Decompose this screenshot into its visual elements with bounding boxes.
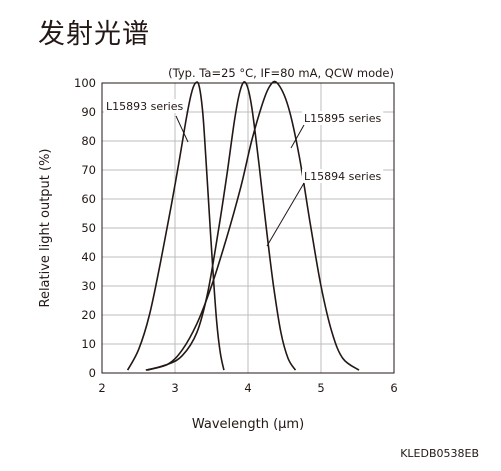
y-tick-label: 60 <box>81 192 96 206</box>
plot-frame <box>101 82 395 374</box>
y-tick-label: 20 <box>81 308 96 322</box>
y-tick-label: 70 <box>81 163 96 177</box>
series-line-l15893 <box>126 81 225 371</box>
page-title: 发射光谱 <box>38 19 150 50</box>
series-line-l15895 <box>147 81 297 371</box>
annotation-label-l15894: L15894 series <box>304 170 381 183</box>
y-tick-label: 80 <box>81 134 96 148</box>
y-tick-label: 40 <box>81 250 96 264</box>
x-axis-label: Wavelength (μm) <box>192 417 304 432</box>
series-line-l15894 <box>145 80 360 371</box>
y-tick-label: 30 <box>81 279 96 293</box>
x-tick-label: 5 <box>317 381 324 395</box>
y-axis-label: Relative light output (%) <box>38 148 53 307</box>
annotation-leader-l15894 <box>266 182 305 247</box>
x-tick-label: 6 <box>390 381 397 395</box>
annotation-label-l15895: L15895 series <box>304 112 381 125</box>
annotation-leader-l15895 <box>290 124 305 149</box>
x-tick-label: 4 <box>244 381 251 395</box>
series-layer <box>126 80 360 371</box>
annotation-backdrop <box>302 111 384 125</box>
condition-note: (Typ. Ta=25 °C, IF=80 mA, QCW mode) <box>168 66 394 80</box>
y-tick-label: 50 <box>81 221 96 235</box>
y-tick-label: 90 <box>81 105 96 119</box>
x-tick-label: 3 <box>171 381 178 395</box>
tick-layer: 0 10 20 30 40 50 60 70 80 90 100 2 3 4 5 6 <box>74 76 398 395</box>
x-tick-label: 2 <box>98 381 105 395</box>
y-tick-label: 10 <box>81 337 96 351</box>
annotation-layer: L15893 series L15895 series L15894 series <box>104 99 384 247</box>
annotation-backdrop <box>104 99 186 113</box>
y-tick-label: 0 <box>89 366 96 380</box>
annotation-leader-l15893 <box>175 115 189 143</box>
annotation-label-l15893: L15893 series <box>106 100 183 113</box>
y-tick-label: 100 <box>74 76 96 90</box>
document-code: KLEDB0538EB <box>400 447 479 460</box>
annotation-backdrop <box>302 169 384 183</box>
